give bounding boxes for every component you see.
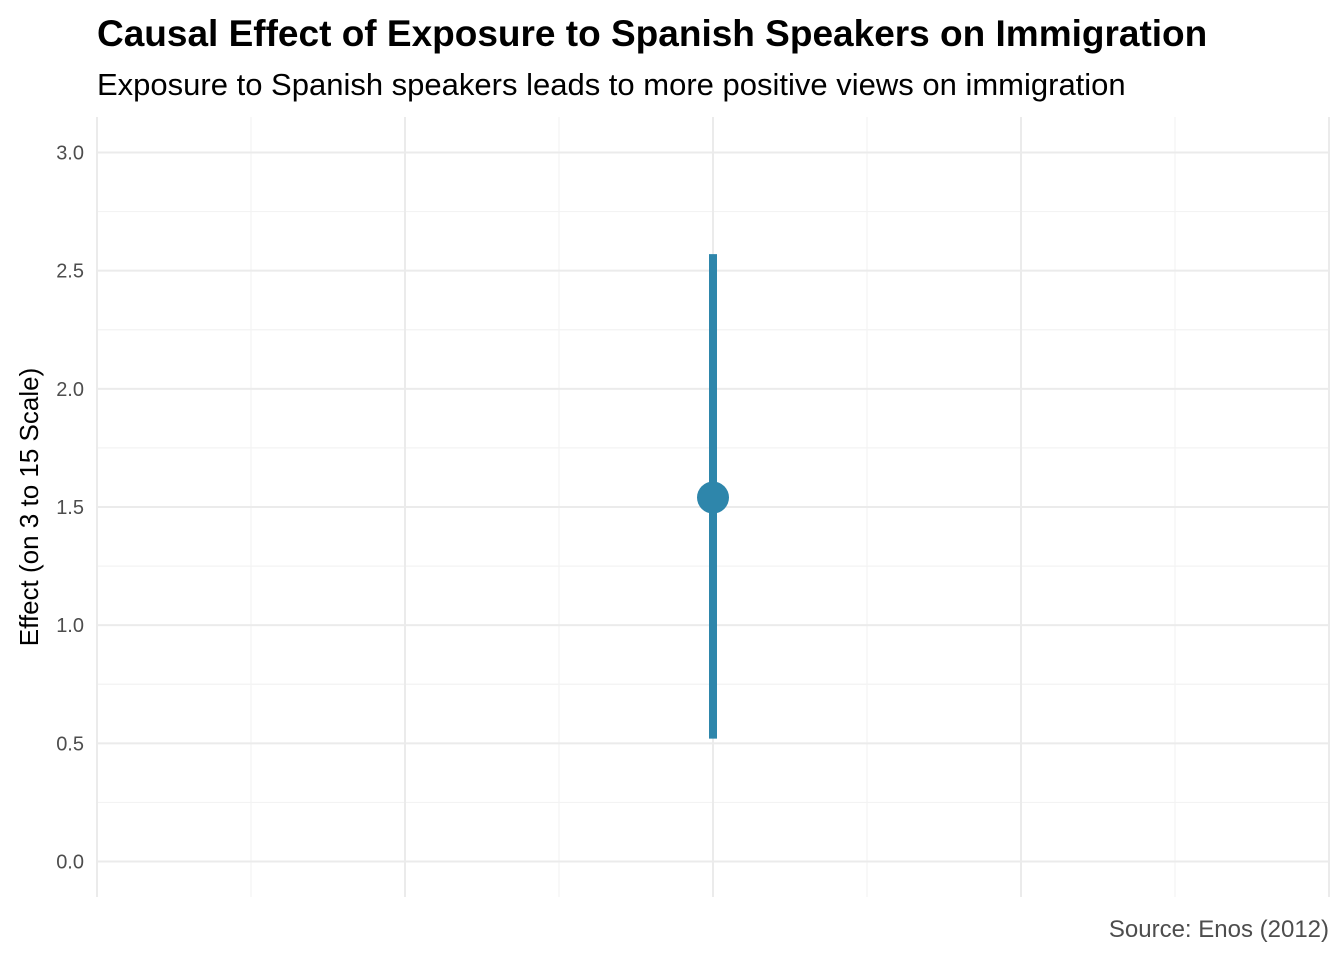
y-axis-title: Effect (on 3 to 15 Scale)	[14, 368, 44, 646]
y-tick-label: 2.0	[56, 379, 84, 401]
y-tick-label: 1.0	[56, 615, 84, 637]
y-tick-label: 0.5	[56, 733, 84, 755]
y-axis: 0.0 0.5 1.0 1.5 2.0 2.5 3.0	[56, 142, 84, 873]
y-tick-label: 3.0	[56, 142, 84, 164]
chart-caption: Source: Enos (2012)	[1108, 916, 1329, 943]
data-marks	[697, 254, 729, 739]
y-tick-label: 0.0	[56, 852, 84, 874]
point-estimate	[697, 481, 729, 514]
chart-subtitle: Exposure to Spanish speakers leads to mo…	[97, 67, 1126, 102]
y-tick-label: 2.5	[56, 261, 84, 283]
y-tick-label: 1.5	[56, 497, 84, 519]
chart-title: Causal Effect of Exposure to Spanish Spe…	[97, 13, 1208, 54]
